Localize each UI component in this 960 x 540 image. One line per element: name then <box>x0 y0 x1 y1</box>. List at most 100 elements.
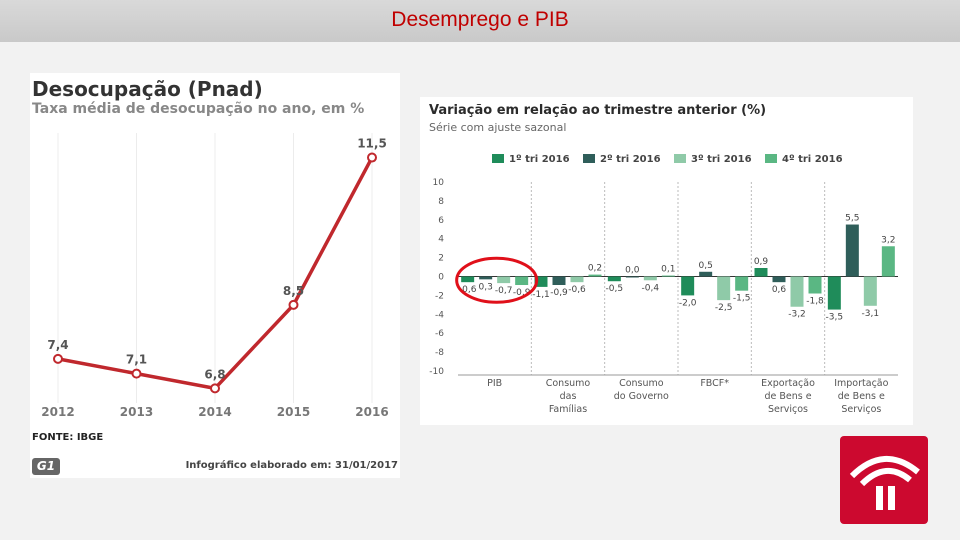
legend-swatch <box>492 154 504 163</box>
legend-label: 3º tri 2016 <box>691 154 752 165</box>
legend-swatch <box>674 154 686 163</box>
bar <box>552 276 566 286</box>
data-point <box>131 368 142 379</box>
bank-logo-icon <box>849 456 920 510</box>
category-label: das <box>560 391 577 402</box>
y-tick-label: -10 <box>429 367 444 377</box>
bar-value-label: 0,3 <box>479 282 493 292</box>
chart-footer: G1 Infográfico elaborado em: 31/01/2017 <box>30 458 400 478</box>
bar <box>735 276 749 291</box>
bar <box>607 276 621 282</box>
bar <box>588 274 602 277</box>
bar-value-label: -0,6 <box>568 285 586 295</box>
y-tick-label: -4 <box>435 310 444 320</box>
x-tick-label: 2012 <box>41 405 74 419</box>
y-tick-label: 10 <box>433 178 445 188</box>
bar <box>643 276 657 281</box>
category-label: Famílias <box>549 404 587 415</box>
bar <box>699 271 713 277</box>
bar <box>754 267 768 277</box>
bar-value-label: -1,5 <box>733 294 751 304</box>
legend-swatch <box>765 154 777 163</box>
bar-value-label: -3,1 <box>862 309 880 319</box>
category-label: Exportação <box>761 378 815 389</box>
bar <box>661 275 675 277</box>
bar <box>881 246 895 277</box>
data-label: 8,5 <box>283 284 304 298</box>
category-label: Importação <box>834 378 888 389</box>
category-label: de Bens e <box>838 391 885 402</box>
bar <box>461 276 475 283</box>
infographic-credit: Infográfico elaborado em: 31/01/2017 <box>185 460 398 471</box>
data-label: 7,4 <box>47 338 68 352</box>
bar <box>790 276 804 307</box>
unemployment-chart-panel: Desocupação (Pnad) Taxa média de desocup… <box>30 73 400 478</box>
y-tick-label: -8 <box>435 348 444 358</box>
unemployment-chart-title: Desocupação (Pnad) <box>32 77 263 101</box>
bar-value-label: 0,2 <box>588 264 602 274</box>
bar <box>515 276 529 286</box>
data-point <box>53 353 63 364</box>
bar-value-label: 0,5 <box>699 261 713 271</box>
y-tick-label: -6 <box>435 329 444 339</box>
bar-value-label: -3,5 <box>826 313 844 323</box>
gdp-chart-title: Variação em relação ao trimestre anterio… <box>429 103 767 118</box>
category-label: Serviços <box>841 404 881 415</box>
slide-title: Desemprego e PIB <box>391 8 569 31</box>
unemployment-line-chart: 7,4 2012 7,1 2013 6,8 2014 8,5 2015 11,5 2016 <box>41 133 389 419</box>
bar-value-label: 0,0 <box>625 266 640 276</box>
data-label: 11,5 <box>357 137 387 151</box>
data-point <box>367 152 377 163</box>
y-tick-label: -2 <box>435 291 444 301</box>
bar-value-label: 0,9 <box>754 257 769 267</box>
bar-value-label: 3,2 <box>881 235 895 245</box>
bar-value-label: 5,5 <box>845 214 859 224</box>
bar <box>845 224 859 277</box>
legend-label: 1º tri 2016 <box>509 154 570 165</box>
bar <box>534 276 548 287</box>
y-tick-label: 6 <box>438 216 444 226</box>
category-label: PIB <box>487 378 502 389</box>
bar-value-label: -2,0 <box>679 298 697 308</box>
bar <box>772 276 786 283</box>
y-tick-label: 4 <box>438 235 444 245</box>
bar <box>827 276 841 310</box>
bar <box>808 276 822 294</box>
bar-value-label: -0,9 <box>550 288 568 298</box>
bar <box>717 276 731 301</box>
bar-value-label: -0,5 <box>606 284 624 294</box>
g1-logo: G1 <box>32 458 60 475</box>
category-label: Serviços <box>768 404 808 415</box>
bar-value-label: 0,6 <box>772 285 787 295</box>
category-label: de Bens e <box>764 391 811 402</box>
source-note: FONTE: IBGE <box>32 432 104 443</box>
data-point <box>210 383 220 394</box>
x-tick-label: 2015 <box>277 405 310 419</box>
bar <box>497 276 511 284</box>
title-bar <box>0 0 960 42</box>
bank-logo <box>840 436 928 524</box>
category-label: Consumo <box>619 378 664 389</box>
bar-value-label: -0,6 <box>459 285 477 295</box>
y-tick-label: 8 <box>438 197 444 207</box>
pib-highlight-ellipse <box>455 256 539 304</box>
x-tick-label: 2016 <box>355 405 388 419</box>
data-label: 7,1 <box>126 353 147 367</box>
bar-value-label: -0,9 <box>513 288 531 298</box>
unemployment-chart-subtitle: Taxa média de desocupação no ano, em % <box>32 101 365 117</box>
bar <box>863 276 877 306</box>
legend-label: 4º tri 2016 <box>782 154 843 165</box>
x-tick-label: 2014 <box>198 405 231 419</box>
bar <box>625 276 639 278</box>
bar-value-label: -1,8 <box>806 297 824 307</box>
bar-value-label: -3,2 <box>788 310 806 320</box>
bar-value-label: -0,7 <box>495 286 513 296</box>
category-label: Consumo <box>546 378 591 389</box>
category-label: do Governo <box>614 391 669 402</box>
category-label: FBCF* <box>700 378 729 389</box>
legend-label: 2º tri 2016 <box>600 154 661 165</box>
bar-value-label: -2,5 <box>715 303 733 313</box>
y-tick-label: 2 <box>438 254 444 264</box>
legend-swatch <box>583 154 595 163</box>
bar-value-label: 0,1 <box>661 265 675 275</box>
